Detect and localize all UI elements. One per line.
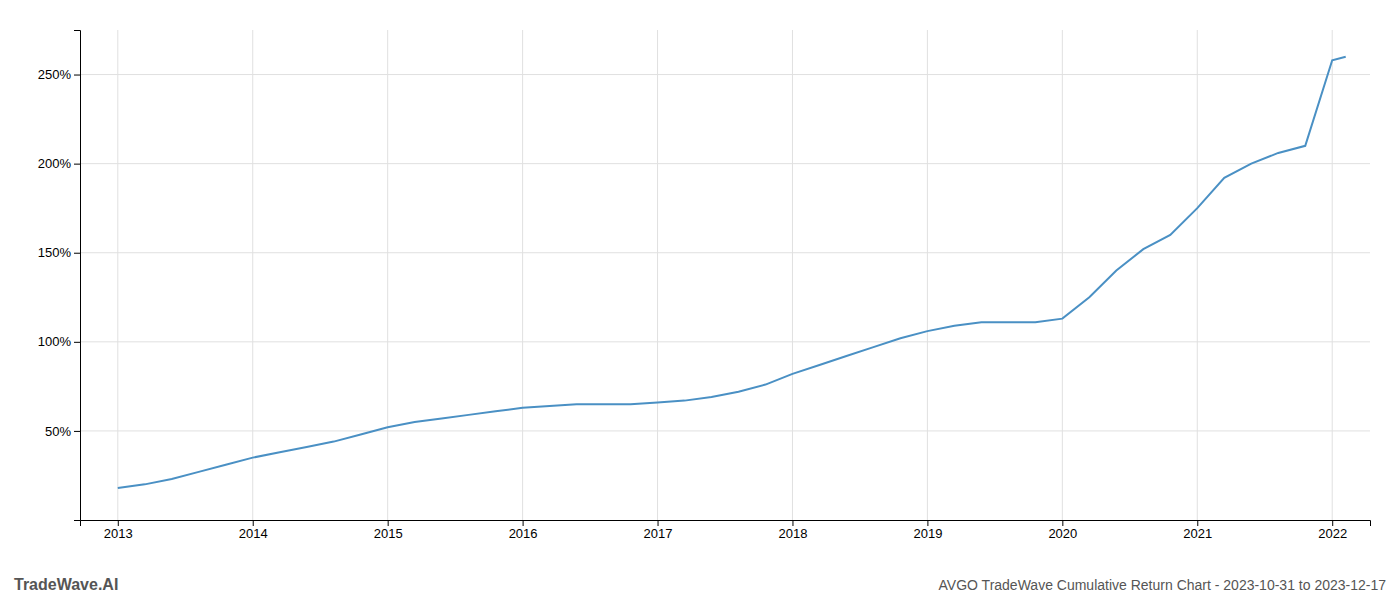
grid-line-x (1062, 30, 1063, 520)
grid-line-x (387, 30, 388, 520)
x-tick: 2018 (779, 520, 808, 541)
x-tick: 2016 (509, 520, 538, 541)
y-tick: 100% (38, 334, 80, 349)
y-tick: 250% (38, 67, 80, 82)
series (118, 57, 1346, 488)
x-tick-label: 2021 (1183, 526, 1212, 541)
plot: 2013 2014 2015 2016 2017 2018 2019 2020 2021 2022… (38, 30, 1371, 541)
grid-line-y (80, 74, 1370, 75)
x-tick: 2019 (913, 520, 942, 541)
title: AVGO TradeWave Cumulative Return Chart -… (939, 577, 1387, 593)
y-tick: 150% (38, 245, 80, 260)
grid-line-y (80, 163, 1370, 164)
grid-line-x (927, 30, 928, 520)
x-axis: 2013 2014 2015 2016 2017 2018 2019 2020 2021 2022 (81, 520, 1371, 541)
grid-line-x (1332, 30, 1333, 520)
x-tick-label: 2014 (239, 526, 268, 541)
grid-line-y (80, 252, 1370, 253)
x-tick-mark (658, 520, 659, 526)
y-tick-mark (74, 253, 80, 254)
chart: 2013 2014 2015 2016 2017 2018 2019 2020 2021 2022… (0, 0, 1400, 600)
x-tick-label: 2018 (779, 526, 808, 541)
grid-line-y (80, 341, 1370, 342)
y-tick: 200% (38, 156, 80, 171)
x-tick-mark (792, 520, 793, 526)
x-tick: 2022 (1318, 520, 1347, 541)
y-axis: 50% 100% 150% 200% 250% (38, 31, 81, 521)
x-tick: 2015 (374, 520, 403, 541)
grid-line-x (657, 30, 658, 520)
grid-line-x (252, 30, 253, 520)
x-tick-mark (388, 520, 389, 526)
x-axis-line (81, 521, 1371, 527)
x-tick-mark (523, 520, 524, 526)
x-tick-mark (118, 520, 119, 526)
y-tick-label: 50% (45, 424, 71, 439)
x-tick: 2020 (1048, 520, 1077, 541)
x-tick-mark (1332, 520, 1333, 526)
x-tick-label: 2015 (374, 526, 403, 541)
x-tick-label: 2019 (913, 526, 942, 541)
x-tick-label: 2013 (104, 526, 133, 541)
x-tick-mark (927, 520, 928, 526)
y-axis-line (74, 31, 81, 521)
grid-line-x (117, 30, 118, 520)
grid-line-x (792, 30, 793, 520)
y-tick-mark (74, 75, 80, 76)
x-tick: 2014 (239, 520, 268, 541)
grid-line-x (522, 30, 523, 520)
watermark: TradeWave.AI (14, 576, 118, 593)
x-tick-mark (1062, 520, 1063, 526)
x-tick: 2017 (644, 520, 673, 541)
y-tick-label: 150% (38, 245, 72, 260)
x-tick-label: 2020 (1048, 526, 1077, 541)
line (118, 57, 1346, 488)
x-tick-label: 2016 (509, 526, 538, 541)
y-tick: 50% (45, 424, 80, 439)
y-tick-label: 250% (38, 67, 72, 82)
x-tick-label: 2017 (644, 526, 673, 541)
x-tick-mark (1197, 520, 1198, 526)
y-tick-mark (74, 164, 80, 165)
grid-line-x (1197, 30, 1198, 520)
x-tick-label: 2022 (1318, 526, 1347, 541)
grid-line-y (80, 430, 1370, 431)
grid (80, 30, 1370, 520)
x-tick: 2021 (1183, 520, 1212, 541)
y-tick-mark (74, 431, 80, 432)
y-tick-label: 100% (38, 334, 72, 349)
x-tick-mark (253, 520, 254, 526)
y-tick-label: 200% (38, 156, 72, 171)
x-tick: 2013 (104, 520, 133, 541)
y-tick-mark (74, 342, 80, 343)
